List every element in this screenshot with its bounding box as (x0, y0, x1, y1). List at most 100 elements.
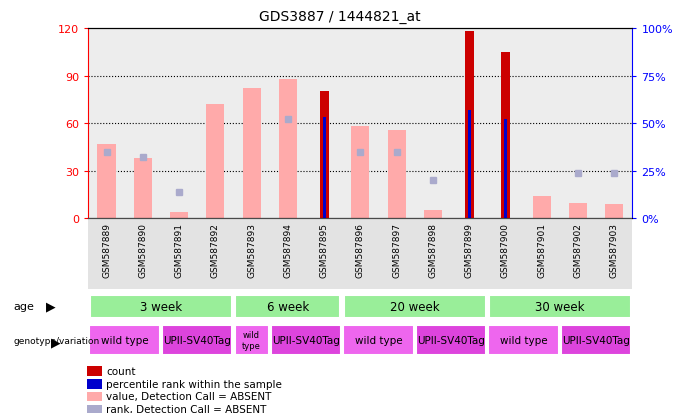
Text: GSM587899: GSM587899 (464, 222, 474, 277)
Bar (170, 213, 188, 219)
Bar (451, 219, 488, 289)
Text: GSM587889: GSM587889 (102, 222, 111, 277)
Bar (532, 197, 551, 219)
Bar (488, 325, 559, 355)
Text: GSM587895: GSM587895 (320, 222, 328, 277)
Text: UPII-SV40Tag: UPII-SV40Tag (417, 335, 485, 345)
Bar (344, 295, 486, 318)
Text: UPII-SV40Tag: UPII-SV40Tag (272, 335, 340, 345)
Bar (342, 29, 379, 219)
Bar (424, 211, 442, 219)
Bar (320, 92, 328, 219)
Bar (323, 118, 326, 219)
Bar (388, 130, 406, 219)
Text: genotype/variation: genotype/variation (14, 336, 100, 345)
Bar (343, 325, 413, 355)
Bar (124, 219, 161, 289)
Text: GSM587897: GSM587897 (392, 222, 401, 277)
Text: wild type: wild type (355, 335, 403, 345)
Bar (451, 29, 488, 219)
Text: GSM587896: GSM587896 (356, 222, 365, 277)
Bar (87, 380, 102, 389)
Text: rank, Detection Call = ABSENT: rank, Detection Call = ABSENT (106, 404, 267, 413)
Bar (504, 120, 507, 219)
Bar (560, 29, 596, 219)
Bar (88, 29, 124, 219)
Bar (271, 325, 341, 355)
Bar (88, 219, 124, 289)
Bar (87, 392, 102, 401)
Text: UPII-SV40Tag: UPII-SV40Tag (562, 335, 630, 345)
Text: GSM587898: GSM587898 (428, 222, 437, 277)
Bar (279, 80, 297, 219)
Bar (270, 29, 306, 219)
Bar (161, 219, 197, 289)
Text: GSM587894: GSM587894 (284, 222, 292, 277)
Text: GSM587903: GSM587903 (610, 222, 619, 277)
Text: 20 week: 20 week (390, 300, 439, 313)
Bar (596, 29, 632, 219)
Bar (352, 127, 369, 219)
Bar (161, 29, 197, 219)
Bar (90, 295, 232, 318)
Bar (488, 29, 524, 219)
Bar (560, 219, 596, 289)
Text: GSM587891: GSM587891 (175, 222, 184, 277)
Bar (524, 219, 560, 289)
Bar (162, 325, 233, 355)
Text: GSM587893: GSM587893 (247, 222, 256, 277)
Bar (124, 29, 161, 219)
Bar (379, 219, 415, 289)
Bar (97, 145, 116, 219)
Bar (270, 219, 306, 289)
Bar (235, 295, 341, 318)
Bar (306, 219, 342, 289)
Bar (134, 159, 152, 219)
Bar (501, 53, 510, 219)
Bar (605, 205, 624, 219)
Bar (415, 219, 451, 289)
Bar (235, 325, 269, 355)
Bar (561, 325, 631, 355)
Text: age: age (14, 301, 35, 312)
Bar (488, 219, 524, 289)
Bar (197, 219, 233, 289)
Text: GSM587900: GSM587900 (501, 222, 510, 277)
Text: GSM587892: GSM587892 (211, 222, 220, 277)
Bar (197, 29, 233, 219)
Text: GDS3887 / 1444821_at: GDS3887 / 1444821_at (259, 10, 421, 24)
Bar (342, 219, 379, 289)
Bar (306, 29, 342, 219)
Text: percentile rank within the sample: percentile rank within the sample (106, 379, 282, 389)
Bar (464, 32, 474, 219)
Text: UPII-SV40Tag: UPII-SV40Tag (163, 335, 231, 345)
Bar (379, 29, 415, 219)
Text: GSM587902: GSM587902 (573, 222, 583, 277)
Text: ▶: ▶ (46, 300, 56, 313)
Bar (569, 203, 587, 219)
Text: GSM587890: GSM587890 (138, 222, 148, 277)
Bar (233, 29, 270, 219)
Bar (206, 105, 224, 219)
Text: value, Detection Call = ABSENT: value, Detection Call = ABSENT (106, 391, 271, 401)
Text: 30 week: 30 week (535, 300, 585, 313)
Text: wild type: wild type (500, 335, 547, 345)
Bar (468, 111, 471, 219)
Text: 6 week: 6 week (267, 300, 309, 313)
Bar (90, 325, 160, 355)
Bar (416, 325, 486, 355)
Bar (87, 405, 102, 413)
Bar (233, 219, 270, 289)
Text: GSM587901: GSM587901 (537, 222, 546, 277)
Bar (596, 219, 632, 289)
Bar (489, 295, 630, 318)
Text: wild
type: wild type (242, 331, 261, 350)
Text: ▶: ▶ (51, 335, 61, 349)
Bar (243, 89, 260, 219)
Bar (524, 29, 560, 219)
Bar (87, 367, 102, 376)
Text: wild type: wild type (101, 335, 148, 345)
Text: count: count (106, 366, 135, 376)
Text: 3 week: 3 week (140, 300, 182, 313)
Bar (415, 29, 451, 219)
